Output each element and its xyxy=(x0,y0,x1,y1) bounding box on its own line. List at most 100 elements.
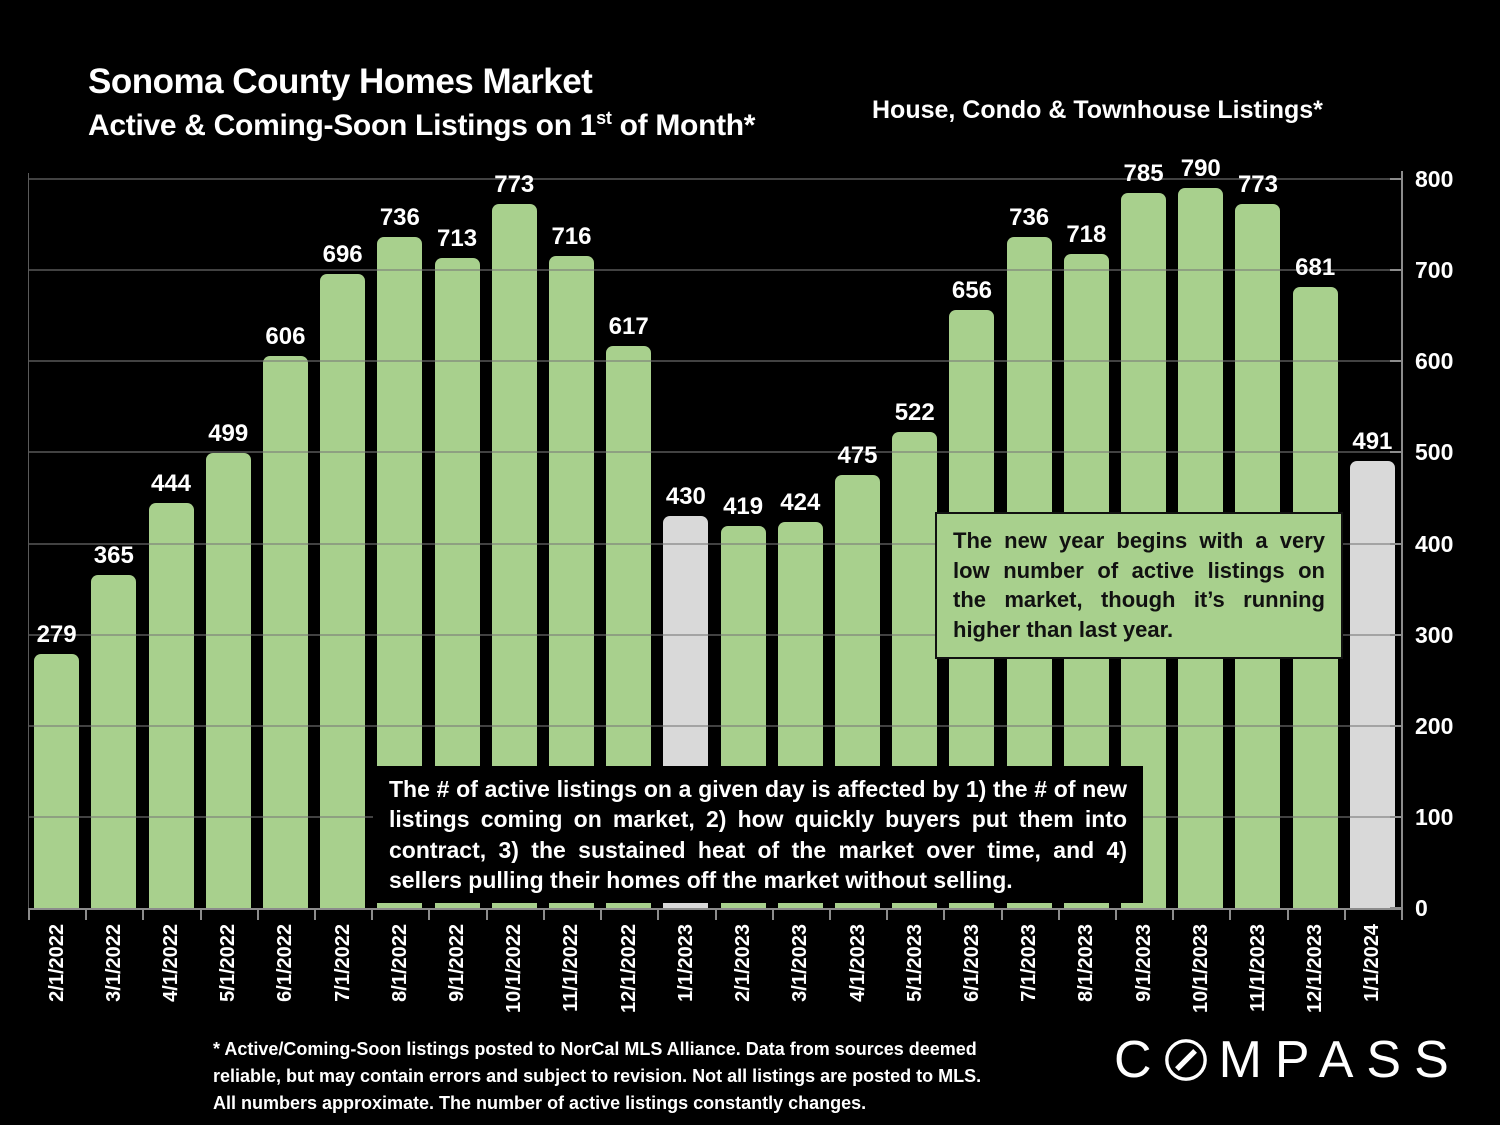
x-axis-label-text: 2/1/2022 xyxy=(45,924,68,1002)
x-axis-label-text: 12/1/2023 xyxy=(1304,924,1327,1013)
y-tick-500 xyxy=(1390,451,1402,454)
x-axis-label-10/1/2022: 10/1/2022 xyxy=(486,924,543,1049)
page-subtitle: Active & Coming-Soon Listings on 1st of … xyxy=(88,108,755,143)
compass-logo: C MPASS xyxy=(1114,1030,1462,1090)
bar-value-6/1/2023: 656 xyxy=(951,277,992,305)
x-tick xyxy=(371,908,374,920)
y-tick-200 xyxy=(1390,724,1402,727)
x-axis-label-text: 1/1/2023 xyxy=(674,924,697,1002)
x-axis-label-text: 1/1/2024 xyxy=(1361,924,1384,1002)
x-axis-label-4/1/2022: 4/1/2022 xyxy=(142,924,199,1049)
bar-value-8/1/2022: 736 xyxy=(379,204,420,232)
x-axis-label-7/1/2023: 7/1/2023 xyxy=(1001,924,1058,1049)
x-tick xyxy=(1286,908,1289,920)
x-tick xyxy=(314,908,317,920)
y-axis-label-300: 300 xyxy=(1415,621,1454,648)
x-tick xyxy=(542,908,545,920)
bar-value-12/1/2023: 681 xyxy=(1295,254,1336,282)
plot-left-border xyxy=(28,173,29,908)
x-axis-label-2/1/2022: 2/1/2022 xyxy=(28,924,85,1049)
x-axis-label-text: 5/1/2022 xyxy=(217,924,240,1002)
bar-4/1/2022 xyxy=(148,503,194,908)
x-tick xyxy=(1057,908,1060,920)
x-tick xyxy=(1114,908,1117,920)
x-axis-label-text: 3/1/2023 xyxy=(789,924,812,1002)
subtitle-suffix: of Month* xyxy=(611,109,756,142)
x-axis-label-4/1/2023: 4/1/2023 xyxy=(829,924,886,1049)
y-tick-600 xyxy=(1390,360,1402,363)
x-axis-label-text: 3/1/2022 xyxy=(102,924,125,1002)
x-axis-label-6/1/2023: 6/1/2023 xyxy=(943,924,1000,1049)
x-axis-label-3/1/2022: 3/1/2022 xyxy=(85,924,142,1049)
bar-2/1/2022 xyxy=(34,653,80,908)
bar-value-1/1/2023: 430 xyxy=(665,483,706,511)
x-axis-label-1/1/2023: 1/1/2023 xyxy=(657,924,714,1049)
x-axis-label-text: 12/1/2022 xyxy=(617,924,640,1013)
x-axis-label-text: 2/1/2023 xyxy=(732,924,755,1002)
x-axis-label-text: 6/1/2023 xyxy=(960,924,983,1002)
x-axis-label-text: 11/1/2023 xyxy=(1246,924,1269,1012)
bar-5/1/2022 xyxy=(205,453,251,908)
x-tick xyxy=(886,908,889,920)
bar-value-10/1/2023: 790 xyxy=(1180,155,1221,183)
x-tick xyxy=(485,908,488,920)
x-axis-label-text: 10/1/2023 xyxy=(1189,924,1212,1013)
x-axis-label-text: 9/1/2022 xyxy=(446,924,469,1002)
bar-value-4/1/2023: 475 xyxy=(837,442,878,470)
bar-value-12/1/2022: 617 xyxy=(608,312,649,340)
x-axis-label-3/1/2023: 3/1/2023 xyxy=(772,924,829,1049)
y-tick-100 xyxy=(1390,815,1402,818)
gridline-400 xyxy=(28,542,1401,545)
bar-value-4/1/2022: 444 xyxy=(150,470,192,498)
listing-type-heading: House, Condo & Townhouse Listings* xyxy=(872,96,1323,124)
x-tick xyxy=(1000,908,1003,920)
x-tick xyxy=(199,908,202,920)
x-tick xyxy=(85,908,88,920)
bar-value-11/1/2022: 716 xyxy=(551,222,592,250)
bar-value-9/1/2022: 713 xyxy=(437,225,478,253)
x-axis-label-text: 9/1/2023 xyxy=(1132,924,1155,1002)
bar-value-6/1/2022: 606 xyxy=(265,322,306,350)
x-axis-label-text: 4/1/2023 xyxy=(846,924,869,1002)
x-axis-label-text: 7/1/2022 xyxy=(331,924,354,1002)
y-tick-700 xyxy=(1390,269,1402,272)
green-annotation-box: The new year begins with a very low numb… xyxy=(935,512,1343,659)
bar-value-5/1/2022: 499 xyxy=(208,420,249,448)
gridline-500 xyxy=(28,451,1401,454)
x-axis-label-5/1/2023: 5/1/2023 xyxy=(886,924,943,1049)
x-axis-label-7/1/2022: 7/1/2022 xyxy=(314,924,371,1049)
x-axis-label-text: 10/1/2022 xyxy=(503,924,526,1013)
bar-value-3/1/2023: 424 xyxy=(780,488,821,516)
x-axis-label-12/1/2022: 12/1/2022 xyxy=(600,924,657,1049)
y-axis-label-400: 400 xyxy=(1415,530,1454,557)
x-axis-label-8/1/2023: 8/1/2023 xyxy=(1058,924,1115,1049)
x-axis-label-text: 4/1/2022 xyxy=(160,924,182,1002)
x-tick xyxy=(142,908,145,920)
bar-value-10/1/2022: 773 xyxy=(494,170,535,198)
page-title: Sonoma County Homes Market xyxy=(88,62,593,101)
gridline-800 xyxy=(28,178,1401,180)
y-tick-0 xyxy=(1390,907,1402,909)
x-tick xyxy=(943,908,946,920)
bar-value-9/1/2023: 785 xyxy=(1123,159,1164,187)
y-axis-label-500: 500 xyxy=(1415,439,1454,466)
gridline-700 xyxy=(28,269,1401,272)
y-axis-label-700: 700 xyxy=(1415,257,1454,284)
gridline-300 xyxy=(28,633,1401,636)
x-axis-label-8/1/2022: 8/1/2022 xyxy=(371,924,428,1049)
gridline-600 xyxy=(28,360,1401,363)
y-tick-300 xyxy=(1390,633,1402,636)
bar-3/1/2022 xyxy=(91,575,137,908)
y-axis-label-100: 100 xyxy=(1415,803,1454,830)
y-axis-label-600: 600 xyxy=(1415,348,1454,375)
bar-value-7/1/2022: 696 xyxy=(322,240,363,268)
x-tick xyxy=(828,908,831,920)
bar-1/1/2024 xyxy=(1349,460,1395,908)
x-tick xyxy=(771,908,774,920)
x-tick xyxy=(1229,908,1232,920)
bar-value-11/1/2023: 773 xyxy=(1237,170,1278,198)
x-axis-label-9/1/2022: 9/1/2022 xyxy=(428,924,485,1049)
bar-7/1/2022 xyxy=(320,273,366,908)
x-axis-label-5/1/2022: 5/1/2022 xyxy=(200,924,257,1049)
